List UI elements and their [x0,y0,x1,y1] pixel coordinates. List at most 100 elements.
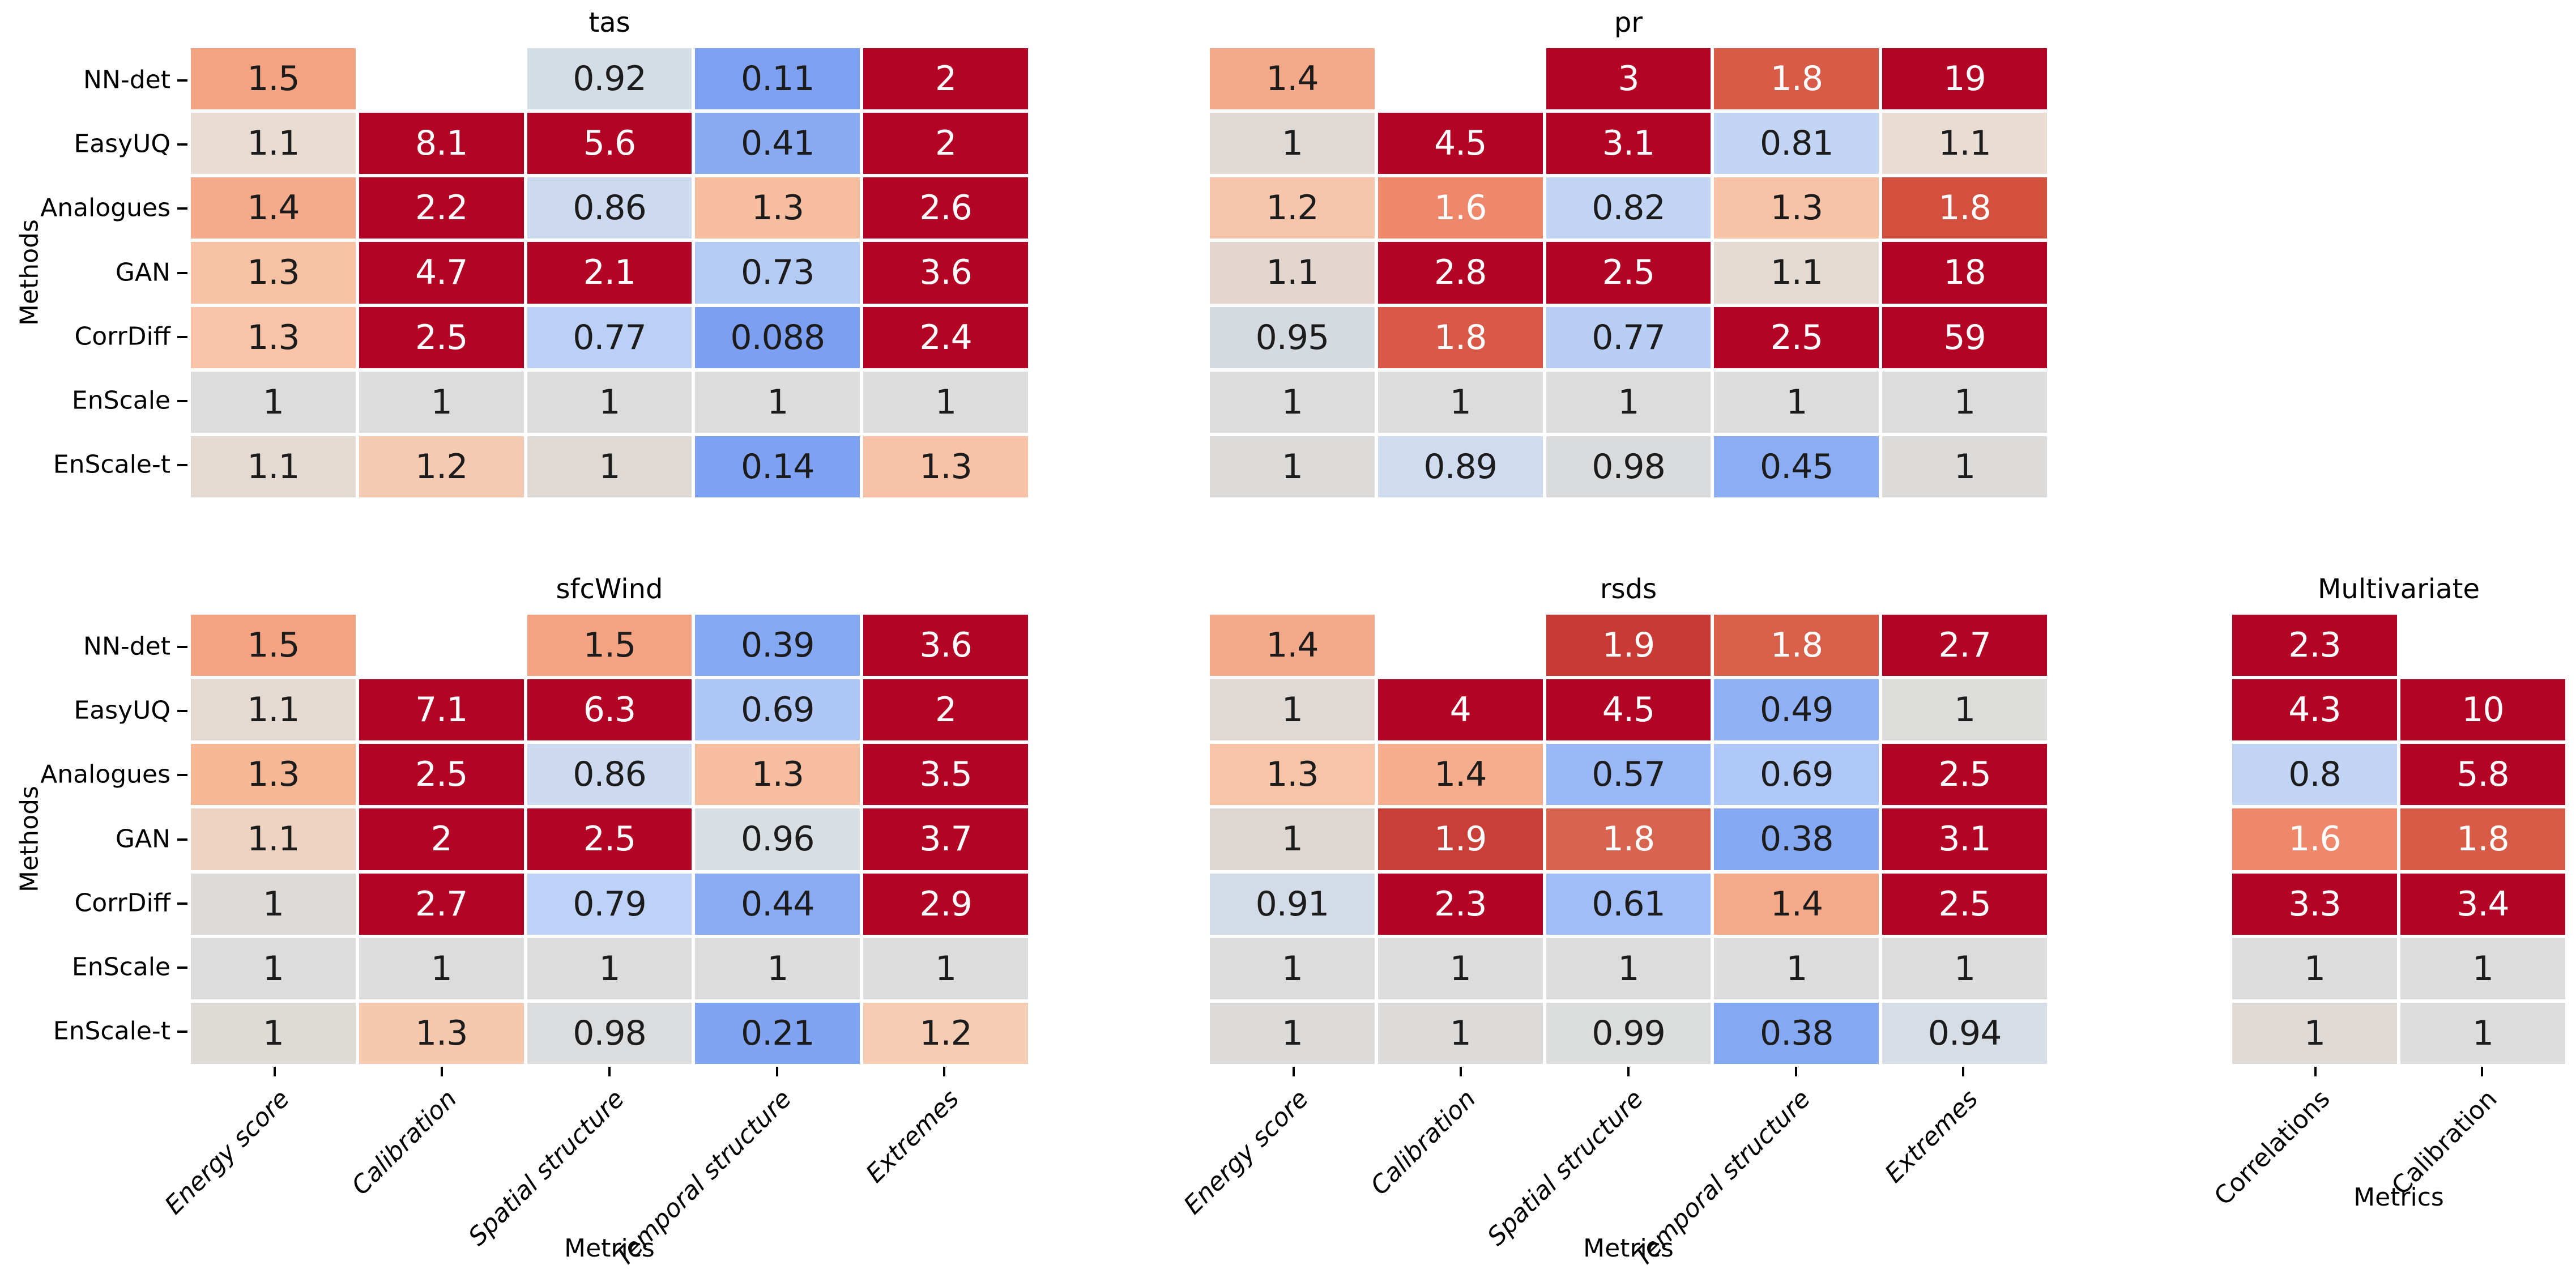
heatmap-cell: 1 [1882,679,2047,741]
panel-title: Multivariate [2318,573,2480,606]
x-tick-mark [2481,1067,2483,1076]
heatmap-cell: 1.8 [1377,306,1543,368]
heatmap-cell: 1.1 [1882,113,2047,174]
heatmap-cell: 2.1 [527,242,692,304]
heatmap-cell: 1.2 [1210,177,1375,239]
row-label: EnScale-t [53,450,170,479]
heatmap-cell: 4.7 [359,242,524,304]
x-tick-mark [273,1067,276,1076]
heatmap-cell: 1.8 [1546,808,1711,870]
heatmap-cell: 5.8 [2400,744,2565,806]
y-tick-mark [177,902,187,905]
heatmap-cell: 0.77 [1546,306,1711,368]
heatmap-cell: 1 [527,371,692,433]
heatmap-cell: 2.5 [1882,744,2047,806]
heatmap-cell: 0.86 [527,177,692,239]
heatmap-grid: 1.4 1.9 1.8 2.7 1 4 4.5 0.49 1 1.3 1.4 0.57 0.69 2.5 1… [1210,615,2047,1064]
heatmap-cell: 1.3 [359,1002,524,1064]
heatmap-cell: 1.9 [1546,615,1711,676]
row-label: CorrDiff [74,888,170,918]
heatmap-cell: 1.3 [695,744,860,806]
heatmap-cell: 2.7 [359,873,524,935]
heatmap-cell: 1 [2232,1002,2397,1064]
heatmap-cell: 2.5 [1546,242,1711,304]
panel-multivariate: Multivariate 2.3 4.3 10 0.8 5.8 1.6 1.8 3.3 3.4 1… [2209,574,2565,1212]
heatmap-cell: 2.8 [1377,242,1543,304]
panel-sfcwind: sfcWind 1.5 1.5 0.39 3.6 1.1 7.1 6.3 0.69 2 1.3 2.… [40,574,1028,1272]
heatmap-cell: 19 [1882,48,2047,110]
y-tick-mark [177,1030,187,1033]
row-label: CorrDiff [74,322,170,351]
heatmap-cell: 1 [1882,371,2047,433]
heatmap-cell: 1.1 [191,436,356,497]
x-tick-mark [1460,1067,1462,1076]
heatmap-cell: 0.81 [1714,113,1879,174]
heatmap-cell: 1 [1882,436,2047,497]
heatmap-cell: 10 [2400,679,2565,741]
heatmap-cell: 1.1 [1714,242,1879,304]
heatmap-grid: 1.4 3 1.8 19 1 4.5 3.1 0.81 1.1 1.2 1.6 0.82 1.3 1.8 1… [1210,48,2047,497]
heatmap-cell: 0.95 [1210,306,1375,368]
heatmap-cell: 8.1 [359,113,524,174]
heatmap-cell: 2.6 [863,177,1028,239]
heatmap-cell: 7.1 [359,679,524,741]
heatmap-cell: 0.79 [527,873,692,935]
heatmap-cell: 1.1 [191,808,356,870]
row-label: Analogues [40,193,170,223]
heatmap-cell: 2.7 [1882,615,2047,676]
heatmap-cell: 0.38 [1714,808,1879,870]
x-tick-mark [1962,1067,1965,1076]
heatmap-cell: 1 [1546,371,1711,433]
heatmap-cell: 1.4 [1714,873,1879,935]
y-axis-title-methods-bottom: Methods [15,786,44,892]
heatmap-cell: 0.94 [1882,1002,2047,1064]
heatmap-cell: 0.11 [695,48,860,110]
heatmap-cell: 4.3 [2232,679,2397,741]
heatmap-cell: 1 [863,371,1028,433]
heatmap-grid: 1.5 0.92 0.11 2 1.1 8.1 5.6 0.41 2 1.4 2.2 0.86 1.3 2… [191,48,1028,497]
heatmap-cell: 3.5 [863,744,1028,806]
heatmap-cell: 1 [1714,938,1879,999]
heatmap-cell: 3.1 [1882,808,2047,870]
heatmap-cell: 2 [863,679,1028,741]
heatmap-cell: 0.14 [695,436,860,497]
y-tick-mark [177,271,187,274]
panel-title: rsds [1600,573,1657,606]
heatmap-cell: 0.38 [1714,1002,1879,1064]
x-tick-label: Calibration [1365,1084,1482,1201]
empty-cell [2400,615,2565,676]
heatmap-cell: 4.5 [1546,679,1711,741]
heatmap-cell: 2.5 [359,744,524,806]
heatmap-cell: 2 [359,808,524,870]
heatmap-cell: 1.5 [191,48,356,110]
heatmap-cell: 2.4 [863,306,1028,368]
heatmap-cell: 2.5 [359,306,524,368]
heatmap-cell: 0.45 [1714,436,1879,497]
x-tick-mark [1292,1067,1295,1076]
heatmap-cell: 0.44 [695,873,860,935]
heatmap-cell: 3.6 [863,242,1028,304]
heatmap-cell: 1.3 [1210,744,1375,806]
heatmap-cell: 2 [863,113,1028,174]
y-tick-mark [177,464,187,467]
heatmap-cell: 1 [527,436,692,497]
empty-cell [359,615,524,676]
heatmap-cell: 1.8 [1882,177,2047,239]
heatmap-cell: 1 [1210,679,1375,741]
heatmap-cell: 2.3 [2232,615,2397,676]
heatmap-cell: 1 [2400,1002,2565,1064]
heatmap-cell: 2.5 [1882,873,2047,935]
heatmap-cell: 0.98 [527,1002,692,1064]
x-axis-title: Metrics [2353,1183,2444,1212]
row-label: GAN [115,824,170,853]
heatmap-cell: 1.4 [191,177,356,239]
x-tick-mark [1794,1067,1797,1076]
heatmap-cell: 1.1 [191,113,356,174]
panel-tas: tas 1.5 0.92 0.11 2 1.1 8.1 5.6 0.41 2 1.4 2.2 0.86… [40,8,1028,497]
heatmap-cell: 0.8 [2232,744,2397,806]
x-tick-mark [1627,1067,1630,1076]
heatmap-cell: 1 [1377,938,1543,999]
row-label: NN-det [83,632,170,661]
y-tick-mark [177,774,187,777]
heatmap-cell: 2.2 [359,177,524,239]
